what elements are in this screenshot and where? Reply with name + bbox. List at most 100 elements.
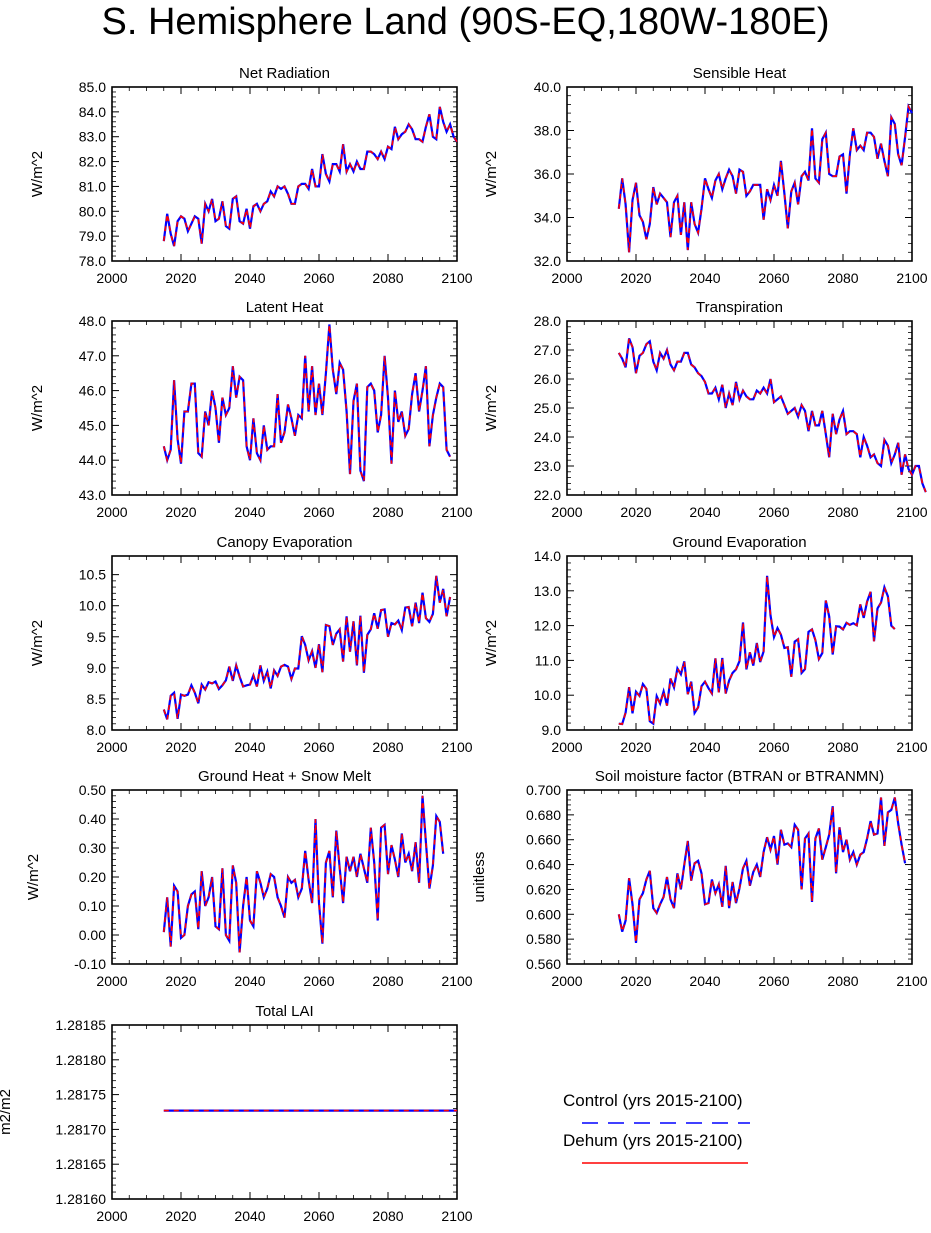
x-tick-label: 2080 (827, 270, 858, 286)
y-tick-label: 0.620 (526, 881, 561, 897)
x-tick-label: 2000 (551, 739, 582, 755)
y-tick-label: 0.20 (79, 869, 106, 885)
x-tick-label: 2060 (303, 1208, 334, 1224)
x-tick-label: 2060 (303, 270, 334, 286)
series-control-line (162, 575, 452, 720)
series-control-line (618, 575, 896, 726)
series-control-line (617, 797, 907, 943)
panel-title: Sensible Heat (693, 65, 787, 82)
x-tick-label: 2060 (303, 504, 334, 520)
y-tick-label: 44.0 (79, 452, 106, 468)
x-tick-label: 2080 (827, 973, 858, 989)
panel-title: Ground Heat + Snow Melt (198, 768, 372, 785)
x-tick-label: 2000 (96, 504, 127, 520)
y-tick-label: 10.0 (79, 598, 106, 614)
y-tick-label: 85.0 (79, 79, 106, 95)
panel-6: Ground Evaporation 9.0 10.0 11.0 12.0 13.0 14.… (483, 534, 928, 755)
x-tick-label: 2060 (758, 973, 789, 989)
x-tick-label: 2020 (620, 270, 651, 286)
y-tick-label: 0.560 (526, 956, 561, 972)
x-tick-label: 2040 (234, 270, 265, 286)
plot-frame (111, 555, 458, 731)
y-tick-label: 1.28165 (55, 1156, 106, 1172)
y-axis-label: unitless (471, 852, 488, 903)
y-tick-label: 10.5 (79, 567, 106, 583)
y-tick-label: 0.660 (526, 832, 561, 848)
y-tick-label: 24.0 (534, 429, 561, 445)
y-tick-label: 22.0 (534, 487, 561, 503)
panel-title: Net Radiation (239, 65, 330, 82)
x-tick-label: 2100 (441, 1208, 472, 1224)
x-tick-label: 2100 (896, 739, 927, 755)
y-axis-label: W/m^2 (29, 151, 46, 197)
y-tick-label: 9.0 (542, 722, 562, 738)
x-tick-label: 2000 (551, 973, 582, 989)
y-axis-label: m2/m2 (0, 1089, 14, 1135)
plot-frame (566, 555, 913, 731)
y-tick-label: 0.30 (79, 840, 106, 856)
y-axis-label: W/m^2 (29, 385, 46, 431)
y-tick-label: 40.0 (534, 79, 561, 95)
x-tick-label: 2100 (896, 973, 927, 989)
y-tick-label: 25.0 (534, 400, 561, 416)
y-tick-label: 82.0 (79, 154, 106, 170)
series-control-line (162, 795, 445, 953)
x-tick-label: 2100 (896, 270, 927, 286)
y-tick-label: 36.0 (534, 166, 561, 182)
legend-label-dehum: Dehum (yrs 2015-2100) (563, 1131, 743, 1150)
y-tick-label: 48.0 (79, 313, 106, 329)
series-dehum-line (163, 324, 451, 482)
x-tick-label: 2040 (234, 504, 265, 520)
panel-title: Canopy Evaporation (217, 534, 353, 551)
plot-frame (566, 320, 913, 496)
series-dehum-line (163, 575, 451, 720)
y-tick-label: 47.0 (79, 348, 106, 364)
x-tick-label: 2000 (551, 504, 582, 520)
y-tick-label: 43.0 (79, 487, 106, 503)
y-tick-label: 83.0 (79, 129, 106, 145)
x-tick-label: 2080 (827, 504, 858, 520)
x-tick-label: 2100 (441, 270, 472, 286)
x-tick-label: 2020 (620, 504, 651, 520)
y-tick-label: 14.0 (534, 548, 561, 564)
y-tick-label: 32.0 (534, 253, 561, 269)
y-tick-label: 28.0 (534, 313, 561, 329)
y-tick-label: 10.0 (534, 687, 561, 703)
series-dehum-line (163, 795, 444, 953)
y-tick-label: 23.0 (534, 458, 561, 474)
y-tick-label: 81.0 (79, 178, 106, 194)
plot-frame (566, 789, 913, 965)
y-tick-label: 0.680 (526, 807, 561, 823)
legend-label-control: Control (yrs 2015-2100) (563, 1091, 743, 1110)
y-tick-label: 1.28160 (55, 1191, 106, 1207)
x-tick-label: 2080 (827, 739, 858, 755)
x-tick-label: 2040 (234, 1208, 265, 1224)
x-tick-label: 2060 (758, 739, 789, 755)
y-tick-label: 80.0 (79, 203, 106, 219)
y-tick-label: 34.0 (534, 210, 561, 226)
x-tick-label: 2100 (441, 504, 472, 520)
y-tick-label: 46.0 (79, 383, 106, 399)
y-tick-label: 0.00 (79, 927, 106, 943)
y-tick-label: -0.10 (74, 956, 106, 972)
panel-3: Latent Heat 43.0 44.0 45.0 46.0 47.0 48.0 2000 2… (29, 299, 473, 520)
y-tick-label: 27.0 (534, 342, 561, 358)
x-tick-label: 2020 (165, 739, 196, 755)
y-tick-label: 78.0 (79, 253, 106, 269)
series-control-line (617, 102, 913, 253)
y-tick-label: 79.0 (79, 228, 106, 244)
y-tick-label: 0.640 (526, 857, 561, 873)
panel-9: Total LAI 1.28160 1.28165 1.28170 1.28175 1.2… (0, 1003, 473, 1224)
y-tick-label: 13.0 (534, 583, 561, 599)
series-control-line (162, 106, 458, 247)
y-tick-label: 8.5 (87, 691, 107, 707)
panel-title: Transpiration (696, 299, 783, 316)
y-tick-label: 1.28170 (55, 1121, 106, 1137)
legend: Control (yrs 2015-2100) Dehum (yrs 2015-2… (563, 1091, 750, 1164)
x-tick-label: 2080 (372, 1208, 403, 1224)
y-tick-label: 0.10 (79, 898, 106, 914)
y-tick-label: 26.0 (534, 371, 561, 387)
y-tick-label: 9.0 (87, 660, 107, 676)
x-tick-label: 2100 (441, 973, 472, 989)
